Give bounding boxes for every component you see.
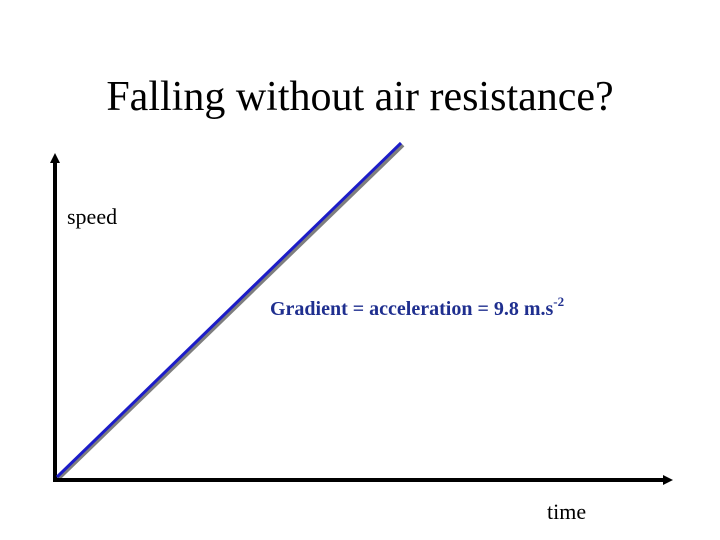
- annotation: Gradient = acceleration = 9.8 m.s-2: [270, 294, 564, 320]
- speed-line: [55, 141, 403, 479]
- x-axis-label: time: [547, 499, 586, 524]
- line-shadow: [56, 143, 405, 481]
- y-axis-label: speed: [67, 204, 117, 229]
- annotation-text: Gradient = acceleration = 9.8 m.s: [270, 298, 554, 320]
- title: Falling without air resistance?: [106, 74, 613, 120]
- annotation-superscript: -2: [553, 294, 564, 309]
